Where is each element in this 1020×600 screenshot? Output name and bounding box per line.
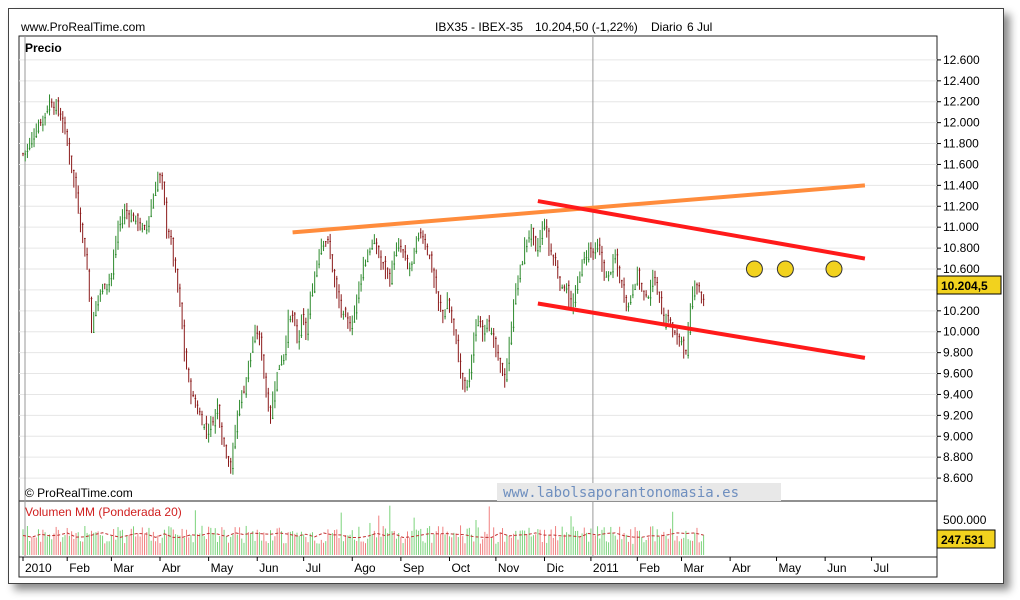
instrument-label: IBX35 - IBEX-35: [435, 20, 523, 34]
month-label: Dic: [547, 561, 564, 575]
volume-tick: 500.000: [943, 513, 987, 527]
month-label: 2011: [593, 561, 619, 575]
price-tick-label: 10.200: [943, 304, 980, 318]
highlight-circle: [745, 260, 763, 278]
month-label: Abr: [732, 561, 751, 575]
price-axis: 12.600 12.400 12.200 12.000 11.800 11.600 11.4…: [937, 53, 980, 485]
highlight-circle: [776, 260, 794, 278]
month-label: Mar: [684, 561, 705, 575]
grid: [19, 59, 937, 479]
price-tick-label: 11.200: [943, 199, 979, 213]
price-tick-label: 11.600: [943, 157, 979, 171]
month-label: Mar: [113, 561, 134, 575]
price-tick-label: 9.600: [943, 367, 973, 381]
price-tick-label: 12.400: [943, 74, 980, 88]
time-axis: [18, 556, 938, 578]
month-label: Jul: [874, 561, 889, 575]
month-label: 2010: [25, 561, 52, 575]
watermark[interactable]: www.labolsaporantonomasia.es: [503, 485, 739, 501]
watermark-bg: [497, 483, 781, 501]
price-candles: [22, 94, 705, 475]
price-panel-title: Precio: [25, 41, 62, 55]
channel-lower-line: [537, 301, 866, 360]
volume-panel-title: Volumen MM (Ponderada 20): [25, 505, 182, 519]
price-tick-label: 12.000: [943, 116, 980, 130]
trendlines: [292, 183, 866, 360]
quote-label: 10.204,50 (-1,22%): [535, 20, 638, 34]
site-name[interactable]: www.ProRealTime.com: [20, 20, 145, 34]
price-tick-label: 9.000: [943, 429, 973, 443]
price-tick-label: 10.600: [943, 262, 980, 276]
chart-canvas: 12.600 12.400 12.200 12.000 11.800 11.600 11.4…: [18, 20, 1002, 578]
price-tick-label: 10.800: [943, 241, 980, 255]
price-tick-label: 9.800: [943, 346, 973, 360]
month-label: Abr: [162, 561, 181, 575]
month-label: May: [211, 561, 234, 575]
copyright: © ProRealTime.com: [25, 486, 133, 500]
price-tick-label: 8.600: [943, 471, 973, 485]
price-tick-label: 9.200: [943, 408, 973, 422]
chart-window: 12.600 12.400 12.200 12.000 11.800 11.600 11.4…: [8, 8, 1004, 584]
highlight-markers: [745, 260, 843, 278]
price-tick-label: 10.000: [943, 325, 980, 339]
month-label: Oct: [451, 561, 470, 575]
highlight-circle: [825, 260, 843, 278]
month-label: Jul: [306, 561, 321, 575]
price-tick-label: 12.200: [943, 95, 980, 109]
month-label: Feb: [69, 561, 90, 575]
month-label: Jun: [259, 561, 278, 575]
price-tick-label: 8.800: [943, 450, 973, 464]
volume-bars: [22, 505, 705, 555]
last-price-badge: [936, 275, 1002, 295]
month-labels: 2010 Feb Mar Abr May Jun Jul Ago Sep Oct Nov Dic 201…: [22, 557, 889, 575]
volume-moving-average: [22, 532, 704, 539]
channel-upper-line: [537, 199, 866, 261]
date-label: 6 Jul: [687, 20, 712, 34]
month-label: Feb: [639, 561, 660, 575]
price-tick-label: 11.000: [943, 220, 979, 234]
period-label: Diario: [651, 20, 683, 34]
month-label: Ago: [354, 561, 376, 575]
last-volume-badge: [936, 529, 996, 549]
last-price-value: 10.204,5: [941, 279, 988, 293]
year-separators: [24, 36, 594, 557]
price-tick-label: 11.800: [943, 137, 979, 151]
price-tick-label: 11.400: [943, 178, 979, 192]
price-tick-label: 9.400: [943, 387, 973, 401]
price-tick-label: 12.600: [943, 53, 980, 67]
month-label: Jun: [827, 561, 846, 575]
month-label: May: [779, 561, 802, 575]
month-label: Nov: [498, 561, 519, 575]
month-label: Sep: [403, 561, 425, 575]
last-volume-value: 247.531: [941, 533, 985, 547]
